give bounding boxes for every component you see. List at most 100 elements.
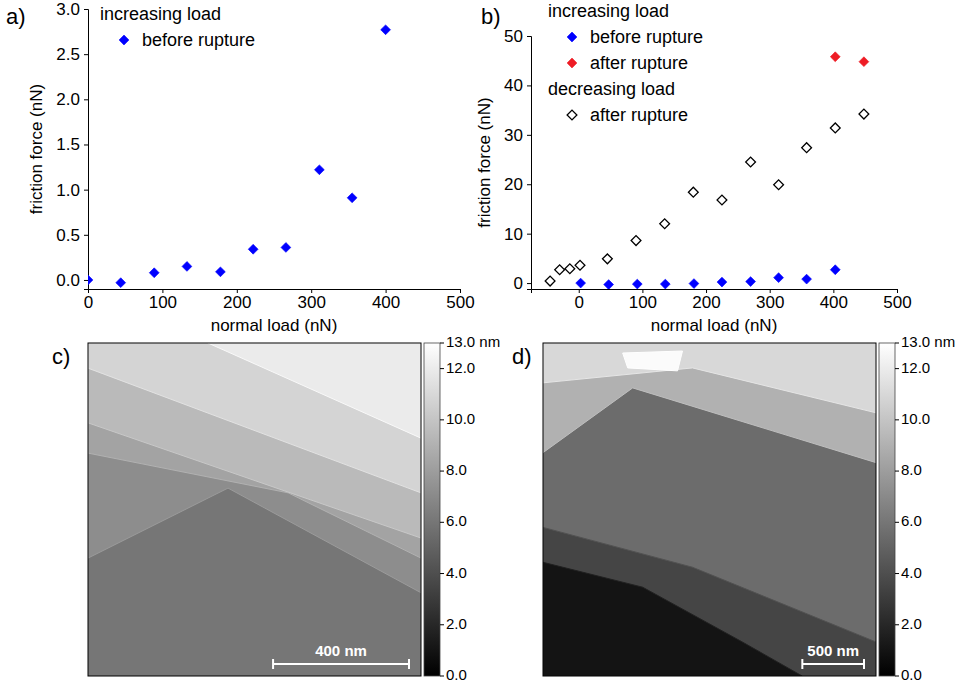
point (830, 123, 840, 133)
point (555, 265, 565, 275)
x-axis: 0100200300400500 (532, 289, 912, 312)
y-tick-mark (527, 135, 531, 136)
point (602, 254, 612, 264)
base-level (543, 343, 876, 676)
terrace (88, 343, 421, 493)
x-tick-label: 400 (372, 293, 400, 312)
panel-letter: c) (52, 344, 70, 369)
colorbar-tick-label: 12.0 (901, 359, 930, 376)
legend-group: increasing load (100, 4, 221, 24)
colorbar-tick (895, 676, 899, 677)
terrace (88, 343, 421, 558)
colorbar-tick-label: 10.0 (901, 410, 930, 427)
colorbar-tick-label: 4.0 (901, 564, 922, 581)
point (281, 243, 291, 253)
x-tick: 400 (372, 289, 400, 312)
point (717, 277, 727, 287)
point (381, 25, 391, 35)
point (830, 52, 840, 62)
y-tick-mark (84, 144, 88, 145)
point (802, 274, 812, 284)
colorbar-tick-label: 8.0 (446, 461, 467, 478)
y-axis-title: friction force (nN) (475, 97, 494, 227)
point (576, 278, 586, 288)
scale-bar-line (273, 659, 409, 669)
terrace (208, 343, 421, 438)
point (314, 165, 324, 175)
point (565, 264, 575, 274)
y-tick-mark (84, 190, 88, 191)
image-frame (88, 343, 421, 676)
y-tick: 50 (504, 27, 531, 46)
colorbar-tick (440, 676, 444, 677)
colorbar-tick-label: 0.0 (901, 666, 922, 683)
y-tick: 40 (504, 76, 531, 95)
terrace (543, 562, 802, 676)
colorbar-tick-label: 13.0 nm (446, 333, 500, 350)
x-tick: 200 (692, 289, 720, 312)
figure: 01002003004005000.00.51.01.52.02.53.0nor… (0, 0, 969, 683)
y-tick: 20 (504, 175, 531, 194)
y-tick-label: 40 (504, 76, 523, 95)
point (689, 279, 699, 289)
y-tick-mark (527, 36, 531, 37)
terrace (88, 343, 421, 538)
x-tick-label: 0 (84, 293, 93, 312)
y-tick: 2.5 (56, 45, 88, 64)
x-tick-label: 100 (629, 293, 657, 312)
x-tick-label: 300 (756, 293, 784, 312)
colorbar-tick (895, 522, 899, 523)
point (859, 109, 869, 119)
x-tick-label: 200 (692, 293, 720, 312)
y-tick-mark (527, 184, 531, 185)
scale-bar-line (802, 659, 864, 669)
y-tick-label: 0.5 (56, 226, 80, 245)
legend-entry: after rupture (590, 53, 688, 73)
colorbar-tick (440, 471, 444, 472)
base-level (88, 343, 421, 676)
colorbar-tick (440, 419, 444, 420)
colorbar-tick (440, 624, 444, 625)
legend-group: increasing load (548, 1, 669, 21)
legend: increasing load before rupture after ruptu… (548, 1, 703, 125)
colorbar-tick-label: 2.0 (446, 615, 467, 632)
colorbar-tick-label: 13.0 nm (901, 333, 955, 350)
y-axis-line (527, 37, 532, 290)
y-tick-mark (84, 9, 88, 10)
colorbar: 0.02.04.06.08.010.012.013.0 nm (424, 333, 500, 683)
colorbar-tick (895, 624, 899, 625)
legend-marker (119, 35, 129, 45)
scale-bar: 400 nm (273, 642, 409, 669)
y-tick-label: 0 (514, 274, 523, 293)
point (631, 236, 641, 246)
y-tick: 1.5 (56, 135, 88, 154)
panel: 500 nm0.02.04.06.08.010.012.013.0 nm (543, 333, 955, 683)
y-tick: 3.0 (56, 0, 88, 19)
x-tick-label: 400 (820, 293, 848, 312)
terrace (543, 527, 876, 676)
point (802, 143, 812, 153)
scale-bar: 500 nm (802, 642, 864, 669)
x-tick-label: 500 (446, 293, 474, 312)
colorbar-tick (895, 343, 899, 344)
x-tick: 0 (84, 289, 93, 312)
x-tick: 300 (756, 289, 784, 312)
legend-entry: before rupture (590, 27, 703, 47)
legend-marker (567, 110, 577, 120)
point (660, 279, 670, 289)
point (149, 268, 159, 278)
point (248, 244, 258, 254)
y-tick-label: 30 (504, 126, 523, 145)
y-tick-mark (84, 99, 88, 100)
panel: 400 nm0.02.04.06.08.010.012.013.0 nm (88, 333, 500, 683)
point (545, 276, 555, 286)
colorbar-tick (895, 573, 899, 574)
x-tick-label: 200 (223, 293, 251, 312)
terrace (88, 343, 421, 593)
legend-entry: after rupture (590, 105, 688, 125)
y-tick-label: 10 (504, 225, 523, 244)
x-tick-label: 0 (575, 293, 584, 312)
point (116, 278, 126, 288)
point (347, 193, 357, 203)
y-tick: 0.0 (56, 271, 88, 290)
